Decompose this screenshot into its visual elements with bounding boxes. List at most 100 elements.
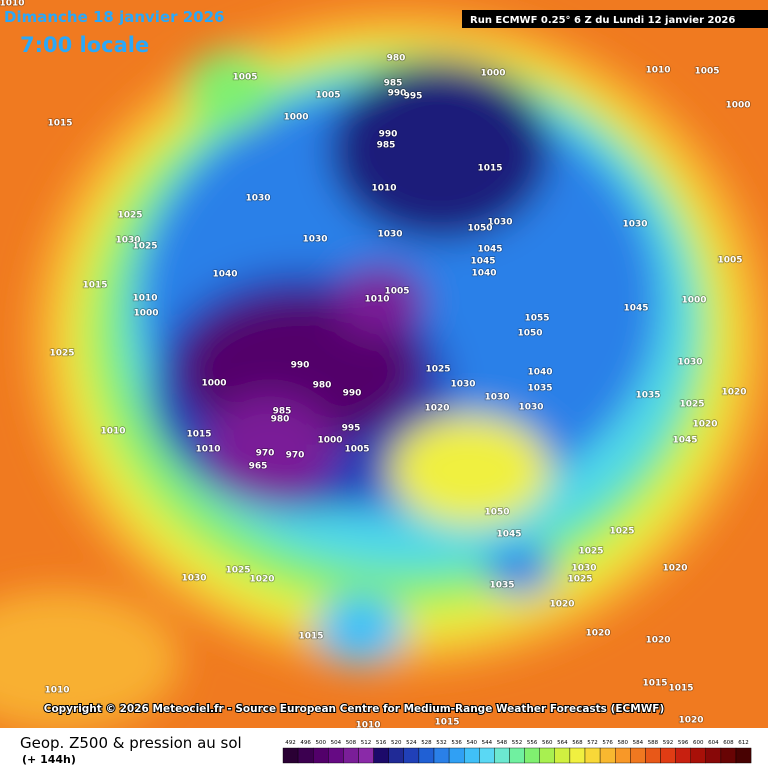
date-label: Dimanche 18 janvier 2026	[4, 8, 225, 26]
colorbar-label: 552	[512, 740, 523, 746]
colorbar-label: 564	[557, 740, 568, 746]
isobar-label: 1020	[692, 420, 717, 430]
colorbar-label: 608	[723, 740, 734, 746]
isobar-label: 1000	[681, 296, 706, 306]
colorbar-swatch	[343, 747, 359, 764]
isobar-label: 1000	[317, 436, 342, 446]
colorbar-swatch	[448, 747, 465, 764]
isobar-label: 1025	[578, 547, 603, 557]
isobar-label: 1015	[47, 119, 72, 129]
colorbar-label: 516	[376, 740, 387, 746]
isobar-label: 1000	[201, 379, 226, 389]
colorbar-label: 496	[300, 740, 311, 746]
isobar-label: 1050	[467, 224, 492, 234]
isobar-label: 1025	[609, 527, 634, 537]
isobar-label: 1045	[470, 257, 495, 267]
colorbar-label: 588	[648, 740, 659, 746]
isobar-label: 1040	[212, 270, 237, 280]
isobar-label: 1025	[567, 575, 592, 585]
isobar-label: 1045	[623, 304, 648, 314]
isobar-label: 1010	[371, 184, 396, 194]
colorbar-label: 560	[542, 740, 553, 746]
isobar-label: 1005	[232, 73, 257, 83]
colorbar-swatch	[630, 747, 646, 764]
isobar-label: 1025	[117, 211, 142, 221]
colorbar-label: 524	[406, 740, 417, 746]
isobar-label: 990	[291, 361, 310, 371]
colorbar-label: 548	[497, 740, 508, 746]
isobar-label: 1030	[484, 393, 509, 403]
colorbar-label: 576	[602, 740, 613, 746]
map-field	[0, 0, 768, 728]
copyright: Copyright © 2026 Meteociel.fr - Source E…	[44, 703, 665, 715]
isobar-label: 1030	[181, 574, 206, 584]
colorbar-swatch	[705, 747, 722, 764]
colorbar-swatch	[554, 747, 571, 764]
footer-title: Geop. Z500 & pression au sol	[20, 734, 242, 752]
isobar-label: 965	[249, 462, 268, 472]
isobar-label: 1030	[487, 218, 512, 228]
isobar-label: 1045	[477, 245, 502, 255]
colorbar-swatch	[297, 747, 314, 764]
isobar-label: 1015	[477, 164, 502, 174]
isobar-label: 1030	[450, 380, 475, 390]
isobar-label: 1030	[518, 403, 543, 413]
isobar-label: 1035	[635, 391, 660, 401]
colorbar-label: 540	[467, 740, 478, 746]
isobar-label: 1015	[642, 679, 667, 689]
colorbar-label: 532	[436, 740, 447, 746]
colorbar-swatch	[660, 747, 676, 764]
colorbar-swatch	[720, 747, 737, 764]
isobar-label: 1020	[645, 636, 670, 646]
run-label: Run ECMWF 0.25° 6 Z du Lundi 12 janvier …	[470, 15, 735, 26]
isobar-label: 1050	[517, 329, 542, 339]
colorbar-label: 596	[678, 740, 689, 746]
colorbar-swatch	[524, 747, 540, 764]
isobar-label: 990	[343, 389, 362, 399]
colorbar-label: 556	[527, 740, 538, 746]
isobar-label: 1040	[527, 368, 552, 378]
colorbar-label: 604	[708, 740, 719, 746]
isobar-label: 1020	[585, 629, 610, 639]
colorbar-label: 528	[421, 740, 432, 746]
isobar-label: 1005	[344, 445, 369, 455]
colorbar-label: 492	[285, 740, 296, 746]
isobar-label: 1015	[186, 430, 211, 440]
isobar-label: 1045	[496, 530, 521, 540]
time-label: 7:00 locale	[20, 33, 149, 57]
colorbar-swatch	[584, 747, 601, 764]
isobar-label: 1000	[725, 101, 750, 111]
colorbar: 492 496 500 504 508 512 516 520 524 528 532 536 540 5…	[282, 740, 752, 764]
colorbar-swatch	[313, 747, 329, 764]
isobar-label: 1025	[425, 365, 450, 375]
isobar-label: 1050	[484, 508, 509, 518]
isobar-label: 1030	[377, 230, 402, 240]
colorbar-swatch	[282, 747, 299, 764]
isobar-label: 990	[388, 89, 407, 99]
colorbar-swatch	[328, 747, 344, 764]
colorbar-label: 592	[663, 740, 674, 746]
isobar-label: 1020	[249, 575, 274, 585]
isobar-label: 1010	[195, 445, 220, 455]
isobar-label: 990	[379, 130, 398, 140]
colorbar-swatch	[599, 747, 616, 764]
isobar-label: 980	[387, 54, 406, 64]
colorbar-swatch	[464, 747, 480, 764]
isobar-label: 1000	[283, 113, 308, 123]
isobar-label: 1005	[384, 287, 409, 297]
colorbar-label: 504	[331, 740, 342, 746]
colorbar-swatch	[615, 747, 631, 764]
footer-lead: (+ 144h)	[22, 753, 76, 766]
isobar-label: 1000	[480, 69, 505, 79]
colorbar-swatch	[418, 747, 435, 764]
colorbar-swatch	[494, 747, 510, 764]
colorbar-swatch	[433, 747, 450, 764]
isobar-label: 1020	[424, 404, 449, 414]
colorbar-swatch	[735, 747, 752, 764]
isobar-label: 1015	[434, 718, 459, 728]
isobar-label: 1015	[298, 632, 323, 642]
colorbar-swatch	[509, 747, 525, 764]
colorbar-label: 584	[633, 740, 644, 746]
isobar-label: 1030	[302, 235, 327, 245]
isobar-label: 1025	[679, 400, 704, 410]
